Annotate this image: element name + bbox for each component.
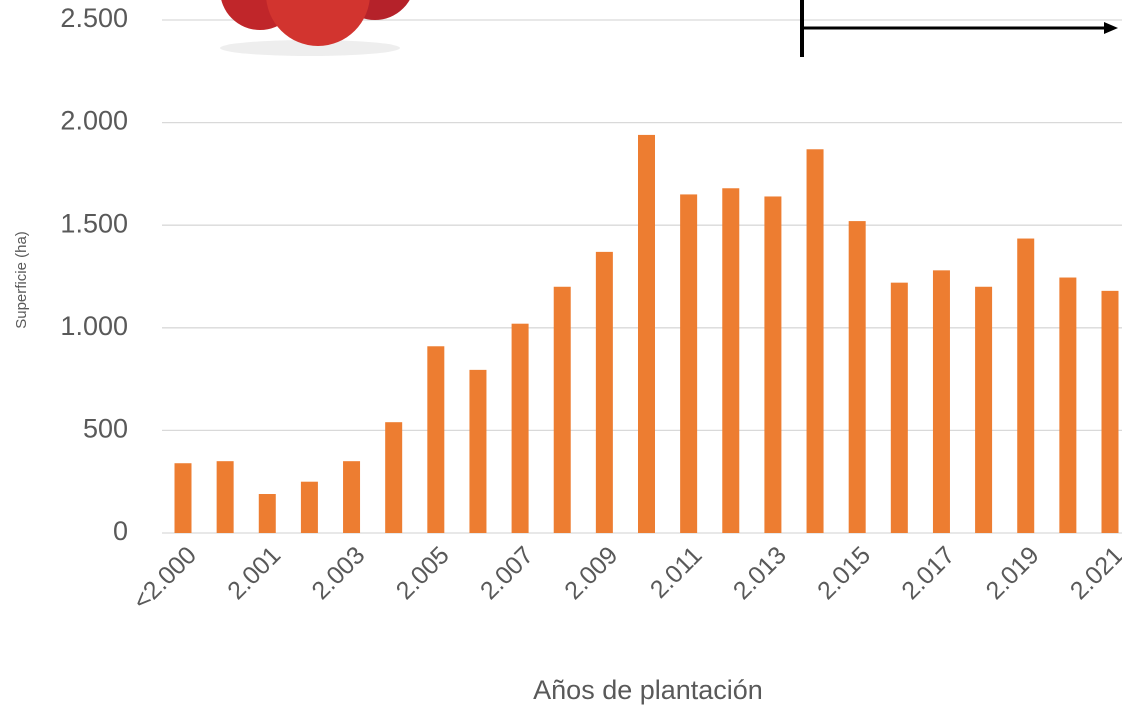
bar xyxy=(722,188,739,533)
bar xyxy=(1102,291,1119,533)
peach xyxy=(266,0,370,46)
bar xyxy=(1059,278,1076,533)
x-tick-label: 2.001 xyxy=(222,541,286,605)
bar xyxy=(680,194,697,533)
annotation xyxy=(802,0,1118,57)
x-tick-label: 2.013 xyxy=(728,541,792,605)
x-axis-title: Años de plantación xyxy=(533,675,763,705)
x-tick-label: 2.015 xyxy=(812,541,876,605)
x-tick-label: 2.009 xyxy=(559,541,623,605)
bar xyxy=(385,422,402,533)
y-tick-label: 1.500 xyxy=(60,208,128,238)
y-tick-label: 2.000 xyxy=(60,106,128,136)
y-tick-label: 2.500 xyxy=(60,3,128,33)
x-tick-label: 2.017 xyxy=(896,541,960,605)
x-tick-label: 2.007 xyxy=(475,541,539,605)
x-tick-label: 2.021 xyxy=(1065,541,1122,605)
y-tick-label: 1.000 xyxy=(60,311,128,341)
chart: Superficie (ha) Años de plantación 0 500 1… xyxy=(0,0,1122,713)
bar xyxy=(427,346,444,533)
bar xyxy=(891,283,908,533)
bar xyxy=(933,270,950,533)
x-tick-label: 2.005 xyxy=(391,541,455,605)
bar xyxy=(301,482,318,533)
bar xyxy=(217,461,234,533)
y-tick-label: 500 xyxy=(83,414,128,444)
x-tick-label: 2.003 xyxy=(306,541,370,605)
x-tick-label: <2.000 xyxy=(128,541,202,615)
bar xyxy=(1017,239,1034,533)
x-tick-label: 2.019 xyxy=(981,541,1045,605)
peach-illustration xyxy=(220,0,415,56)
y-tick-label: 0 xyxy=(113,516,128,546)
bar xyxy=(175,463,192,533)
y-axis-title: Superficie (ha) xyxy=(13,231,30,329)
bar xyxy=(807,149,824,533)
x-tick-label: 2.011 xyxy=(645,541,708,604)
arrow-head xyxy=(1104,22,1118,34)
bar xyxy=(849,221,866,533)
bar xyxy=(259,494,276,533)
bar xyxy=(343,461,360,533)
bar xyxy=(596,252,613,533)
bar xyxy=(469,370,486,533)
bar xyxy=(512,324,529,533)
bar xyxy=(638,135,655,533)
bar xyxy=(975,287,992,533)
bar xyxy=(554,287,571,533)
bar xyxy=(764,196,781,533)
